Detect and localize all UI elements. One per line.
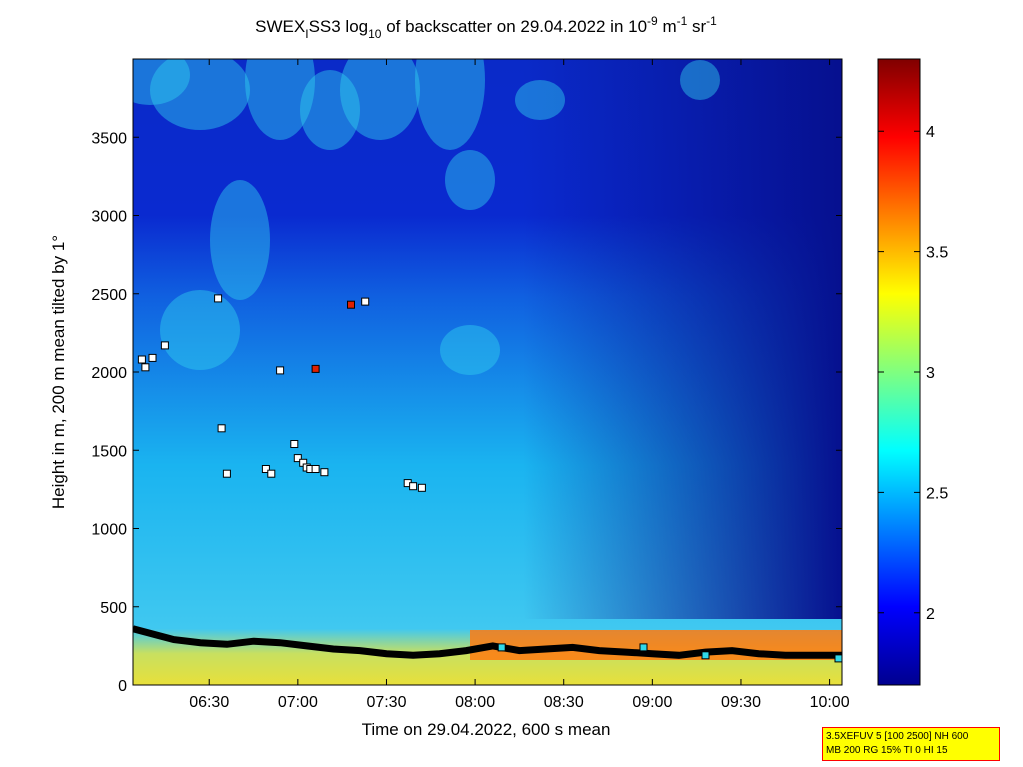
layer-marker <box>261 465 270 473</box>
colorbar-tick-label: 2.5 <box>926 485 948 502</box>
y-tick-label: 0 <box>118 678 127 695</box>
layer-marker <box>217 424 226 433</box>
aerosol-patch <box>160 290 240 370</box>
x-tick-label: 08:30 <box>544 694 584 711</box>
layer-marker <box>137 355 146 364</box>
layer-marker <box>311 465 320 473</box>
x-tick-label: 10:00 <box>810 694 850 711</box>
y-tick-label: 3500 <box>91 130 127 147</box>
plot-area <box>133 59 842 685</box>
layer-marker <box>417 483 426 492</box>
y-tick-label: 2500 <box>91 287 127 304</box>
x-tick-label: 09:00 <box>632 694 672 711</box>
layer-marker <box>276 366 285 375</box>
aerosol-patch <box>440 325 500 375</box>
y-axis-label: Height in m, 200 m mean tilted by 1° <box>49 235 68 509</box>
chart-title: SWEXISS3 log10 of backscatter on 29.04.2… <box>255 14 717 41</box>
colorbar-tick-label: 3.5 <box>926 245 948 262</box>
x-tick-label: 08:00 <box>455 694 495 711</box>
layer-marker <box>347 300 355 309</box>
y-axis: 0 500 1000 1500 2000 2500 3000 3500 <box>91 130 842 695</box>
layer-marker <box>361 297 370 306</box>
y-tick-label: 500 <box>100 600 127 617</box>
info-line-2: MB 200 RG 15% TI 0 HI 15 <box>826 745 948 756</box>
aerosol-patch <box>680 60 720 100</box>
colorbar-ticks: 2 2.5 3 3.5 4 <box>878 124 948 623</box>
layer-marker <box>320 468 329 477</box>
aerosol-patch <box>150 59 250 130</box>
layer-marker <box>311 364 320 373</box>
layer-marker <box>497 643 506 652</box>
colorbar-tick-label: 3 <box>926 365 935 382</box>
aerosol-patch <box>210 180 270 300</box>
aerosol-patch <box>245 59 315 140</box>
layer-marker <box>701 651 710 660</box>
layer-marker <box>141 363 150 372</box>
colorbar-tick-label: 2 <box>926 606 935 623</box>
layer-marker <box>148 353 157 362</box>
layer-marker <box>834 654 842 663</box>
x-tick-label: 09:30 <box>721 694 761 711</box>
colorbar-tick-label: 4 <box>926 124 935 141</box>
settings-info-box: 3.5XEFUV 5 [100 2500] NH 600 MB 200 RG 1… <box>822 727 1000 761</box>
aerosol-patch <box>415 59 485 150</box>
layer-marker <box>267 469 276 478</box>
series-layer <box>133 294 842 663</box>
info-line-1: 3.5XEFUV 5 [100 2500] NH 600 <box>826 731 969 742</box>
layer-marker <box>214 294 223 303</box>
layer-marker <box>222 469 231 478</box>
x-tick-label: 07:30 <box>366 694 406 711</box>
boundary-layer-height-line <box>133 625 842 659</box>
y-tick-label: 1500 <box>91 443 127 460</box>
x-axis-label: Time on 29.04.2022, 600 s mean <box>362 720 611 739</box>
colorbar-gradient <box>877 58 921 686</box>
aerosol-patch <box>300 70 360 150</box>
layer-marker <box>160 341 169 350</box>
clear-air-region <box>133 59 842 619</box>
aerosol-patch <box>340 59 420 140</box>
aerosol-patch <box>445 150 495 210</box>
aerosol-patch <box>515 80 565 120</box>
layer-marker <box>290 440 299 448</box>
y-tick-label: 1000 <box>91 522 127 539</box>
layer-marker <box>639 643 648 652</box>
x-tick-label: 07:00 <box>278 694 318 711</box>
x-tick-label: 06:30 <box>189 694 229 711</box>
aerosol-patch <box>133 59 190 105</box>
y-tick-label: 3000 <box>91 209 127 226</box>
colorbar: 2 2.5 3 3.5 4 <box>877 58 948 686</box>
layer-marker <box>409 482 418 491</box>
y-tick-label: 2000 <box>91 365 127 382</box>
upper-aerosol-patches <box>133 59 720 375</box>
layer-marker <box>293 454 302 463</box>
x-axis: 06:30 07:00 07:30 08:00 08:30 09:00 09:30 10:00 <box>189 59 850 711</box>
